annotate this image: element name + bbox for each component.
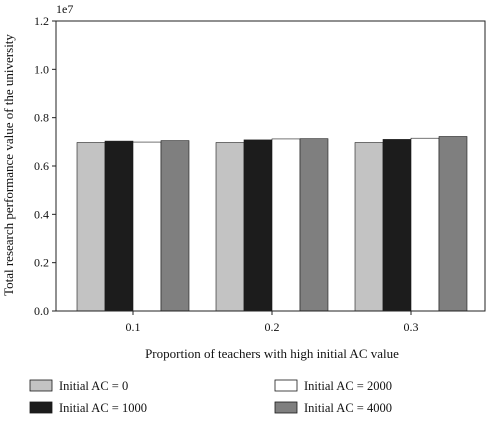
bar-0.3-series-1 <box>354 142 384 312</box>
bar-0.2-series-1 <box>215 142 245 312</box>
bar-0.1-series-4 <box>160 140 190 312</box>
y-tick-label: 0.6 <box>34 159 49 173</box>
legend: Initial AC = 0 Initial AC = 1000 Initial A… <box>29 379 392 415</box>
legend-swatch-1 <box>29 379 53 392</box>
legend-label-3: Initial AC = 2000 <box>304 379 392 393</box>
y-tick-label: 0.8 <box>34 111 49 125</box>
bar-0.1-series-3 <box>132 141 162 312</box>
x-tick-label: 0.3 <box>404 320 419 334</box>
x-tick-label: 0.2 <box>265 320 280 334</box>
legend-swatch-2 <box>29 401 53 414</box>
bar-0.2-series-2 <box>243 139 273 312</box>
x-axis-title: Proportion of teachers with high initial… <box>145 346 399 361</box>
legend-swatch-4 <box>274 401 298 414</box>
bar-0.1-series-2 <box>104 140 134 312</box>
y-tick-label: 0.2 <box>34 256 49 270</box>
legend-label-2: Initial AC = 1000 <box>59 401 147 415</box>
legend-swatch-3 <box>274 379 298 392</box>
legend-label-4: Initial AC = 4000 <box>304 401 392 415</box>
bar-0.3-series-2 <box>382 139 412 312</box>
bar-0.3-series-4 <box>438 136 468 312</box>
bar-0.3-series-3 <box>410 137 440 312</box>
x-tick-label: 0.1 <box>126 320 141 334</box>
legend-label-1: Initial AC = 0 <box>59 379 128 393</box>
y-tick-label: 1.0 <box>34 62 49 76</box>
bar-0.1-series-1 <box>76 142 106 312</box>
y-axis-title: Total research performance value of the … <box>1 34 16 296</box>
y-tick-label: 1.2 <box>34 14 49 28</box>
bar-0.2-series-3 <box>271 138 301 312</box>
y-multiplier-label: 1e7 <box>56 2 73 16</box>
bar-0.2-series-4 <box>299 138 329 312</box>
y-tick-label: 0.0 <box>34 304 49 318</box>
plot-area: 0.0 0.2 0.4 0.6 0.8 1.0 1.2 0.1 0.2 0.3 <box>34 14 486 334</box>
y-tick-label: 0.4 <box>34 207 49 221</box>
